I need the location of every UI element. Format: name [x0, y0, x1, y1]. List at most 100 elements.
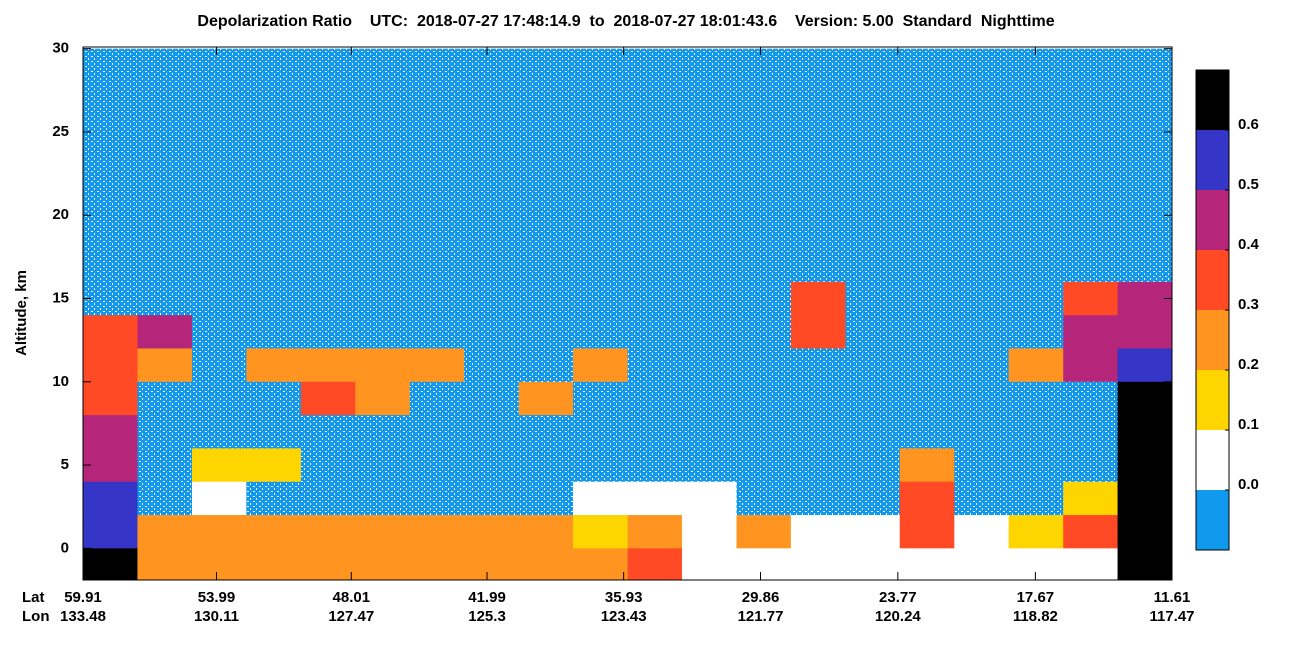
colorbar-tick-label: 0.0	[1238, 476, 1259, 493]
lon-tick-label: 117.47	[1149, 608, 1194, 625]
speckle	[1008, 215, 1064, 250]
speckle	[137, 115, 193, 150]
speckle	[1117, 81, 1173, 116]
speckle	[954, 381, 1010, 416]
speckle	[518, 48, 574, 83]
speckle	[409, 115, 465, 150]
heatmap-cell	[790, 515, 846, 549]
heatmap-cell	[83, 481, 138, 516]
speckle	[355, 415, 411, 449]
lon-tick-label: 127.47	[328, 608, 374, 625]
speckle	[1008, 115, 1064, 150]
speckle	[954, 281, 1010, 316]
y-axis-label: Altitude, km	[13, 270, 30, 356]
heatmap-cell	[300, 348, 356, 383]
lon-tick-label: 121.77	[738, 608, 784, 625]
speckle	[627, 148, 683, 183]
speckle	[573, 281, 628, 316]
speckle	[300, 281, 356, 316]
speckle	[954, 315, 1010, 349]
speckle	[409, 315, 465, 349]
speckle	[246, 481, 302, 516]
heatmap-cell	[83, 315, 138, 349]
speckle	[246, 415, 302, 449]
speckle	[137, 248, 193, 283]
speckle	[355, 81, 411, 116]
heatmap-cell	[845, 515, 901, 549]
speckle	[192, 381, 247, 416]
speckle	[1008, 148, 1064, 183]
speckle	[736, 48, 792, 83]
speckle	[790, 481, 846, 516]
speckle	[464, 481, 519, 516]
speckle	[464, 281, 519, 316]
speckle	[954, 448, 1010, 483]
speckle	[518, 115, 574, 150]
speckle	[681, 381, 737, 416]
speckle	[954, 181, 1010, 216]
speckle	[192, 281, 247, 316]
speckle	[1063, 115, 1119, 150]
speckle	[409, 81, 465, 116]
heatmap-cell	[83, 348, 138, 383]
speckle	[736, 481, 792, 516]
speckle	[246, 115, 302, 150]
speckle	[518, 148, 574, 183]
colorbar-tick-label: 0.5	[1238, 176, 1259, 193]
speckle	[681, 348, 737, 383]
heatmap-cell	[899, 515, 955, 549]
speckle	[1008, 481, 1064, 516]
speckle	[246, 48, 302, 83]
speckle	[573, 415, 628, 449]
speckle	[192, 215, 247, 250]
speckle	[736, 81, 792, 116]
colorbar-tick-label: 0.1	[1238, 416, 1259, 433]
speckle	[627, 315, 683, 349]
speckle	[627, 48, 683, 83]
speckle	[1117, 248, 1173, 283]
speckle	[137, 448, 193, 483]
speckle	[845, 81, 901, 116]
speckle	[845, 281, 901, 316]
heatmap-cell	[790, 281, 846, 316]
speckle	[954, 481, 1010, 516]
speckle	[681, 248, 737, 283]
speckle	[790, 381, 846, 416]
heatmap-cell	[954, 548, 1010, 581]
heatmap-cell	[1117, 515, 1173, 549]
speckle	[899, 415, 955, 449]
heatmap-cell	[246, 515, 302, 549]
speckle	[573, 48, 628, 83]
heatmap-cell	[1063, 281, 1119, 316]
speckle	[137, 81, 193, 116]
heatmap-cell	[681, 481, 737, 516]
heatmap-cell	[790, 315, 846, 349]
speckle	[1063, 381, 1119, 416]
heatmap-cell	[246, 348, 302, 383]
speckle	[627, 381, 683, 416]
speckle	[83, 148, 138, 183]
speckle	[192, 415, 247, 449]
heatmap-cell	[1008, 548, 1064, 581]
speckle	[192, 248, 247, 283]
speckle	[355, 181, 411, 216]
speckle	[300, 148, 356, 183]
colorbar-swatch	[1196, 370, 1229, 430]
speckle	[1063, 248, 1119, 283]
speckle	[1008, 315, 1064, 349]
speckle	[300, 415, 356, 449]
speckle	[790, 48, 846, 83]
speckle	[736, 248, 792, 283]
speckle	[1063, 148, 1119, 183]
heatmap-cell	[681, 515, 737, 549]
speckle	[681, 148, 737, 183]
heatmap-cell	[1117, 548, 1173, 581]
lon-tick-label: 118.82	[1013, 608, 1058, 625]
speckle	[518, 348, 574, 383]
speckle	[573, 315, 628, 349]
heatmap-cell	[192, 548, 247, 581]
heatmap-cell	[137, 348, 193, 383]
speckle	[845, 448, 901, 483]
speckle	[464, 315, 519, 349]
speckle	[681, 281, 737, 316]
